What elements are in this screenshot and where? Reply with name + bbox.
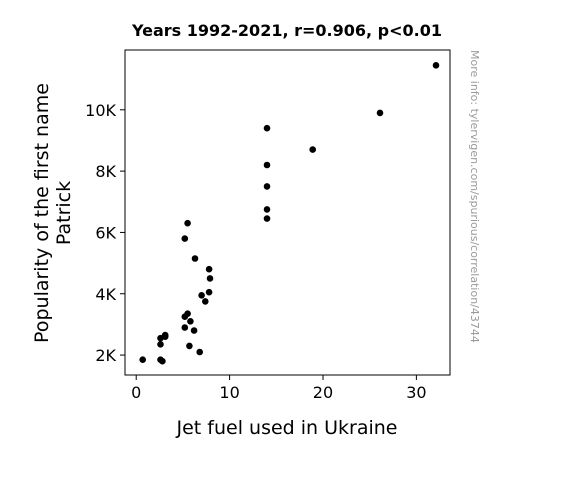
data-point xyxy=(181,235,189,242)
data-point xyxy=(184,310,191,318)
plot-frame xyxy=(124,49,451,376)
x-axis-label: Jet fuel used in Ukraine xyxy=(176,417,398,439)
data-point xyxy=(139,356,146,364)
data-point xyxy=(263,215,271,222)
y-tick-label: 6K xyxy=(95,223,116,242)
x-tick-label: 10 xyxy=(219,383,239,402)
data-point xyxy=(184,219,191,227)
y-axis-ticks: 2K 4K 6K 8K 10K xyxy=(85,101,125,365)
x-tick-label: 20 xyxy=(313,383,333,402)
chart-title: Years 1992-2021, r=0.906, p<0.01 xyxy=(131,21,442,40)
data-point xyxy=(263,161,271,169)
data-point xyxy=(202,298,209,305)
data-point xyxy=(198,292,205,299)
plot-area: 0 10 20 30 2K 4K 6K 8K 10K xyxy=(85,49,451,402)
data-point xyxy=(161,331,169,339)
watermark-text: More info: tylervigen.com/spurious/corre… xyxy=(468,50,481,343)
data-point xyxy=(309,146,317,153)
y-tick-label: 10K xyxy=(85,101,116,120)
data-point xyxy=(186,342,193,350)
data-point xyxy=(376,109,384,117)
y-tick-label: 2K xyxy=(95,346,116,365)
data-point xyxy=(205,288,213,296)
y-axis-label-line-1: Popularity of the first name xyxy=(31,83,53,343)
data-point xyxy=(187,318,194,325)
data-point xyxy=(196,348,203,356)
data-point xyxy=(263,124,271,132)
data-point xyxy=(432,62,440,69)
data-point xyxy=(191,255,199,262)
data-point xyxy=(159,357,166,365)
data-point xyxy=(181,324,189,331)
data-point xyxy=(190,327,198,334)
data-point xyxy=(206,275,214,282)
y-tick-label: 4K xyxy=(95,285,116,304)
y-tick-label: 8K xyxy=(95,162,116,181)
data-points xyxy=(139,62,440,365)
y-axis-label-line-2: Patrick xyxy=(53,181,75,245)
data-point xyxy=(263,183,271,190)
data-point xyxy=(205,265,213,273)
x-tick-label: 0 xyxy=(131,383,141,402)
x-axis-ticks: 0 10 20 30 xyxy=(131,375,427,402)
y-axis-label: Popularity of the first name Patrick xyxy=(31,83,75,343)
data-point xyxy=(157,341,164,348)
data-point xyxy=(263,206,271,213)
x-tick-label: 30 xyxy=(406,383,426,402)
